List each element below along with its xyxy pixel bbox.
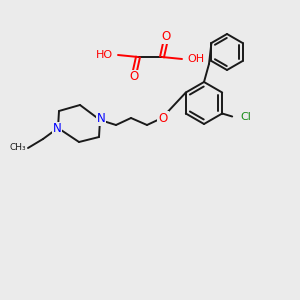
Text: N: N <box>52 122 62 136</box>
Text: N: N <box>97 112 105 125</box>
Text: HO: HO <box>96 50 113 60</box>
Text: O: O <box>129 70 139 83</box>
Text: O: O <box>158 112 168 124</box>
Text: CH₃: CH₃ <box>9 143 26 152</box>
Text: Cl: Cl <box>240 112 251 122</box>
Text: OH: OH <box>187 54 204 64</box>
Text: O: O <box>161 31 171 44</box>
